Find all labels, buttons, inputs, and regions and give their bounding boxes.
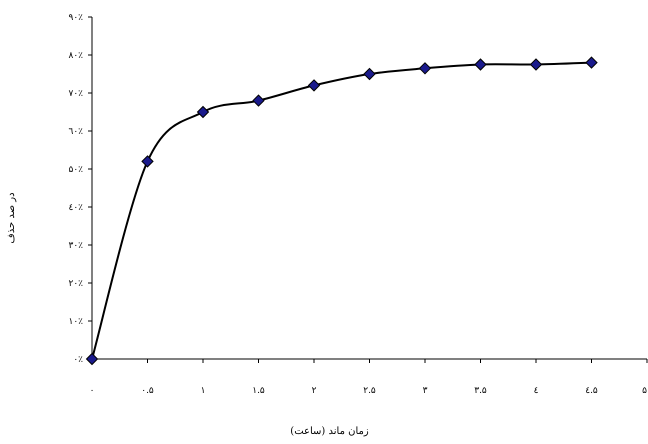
y-tick-label: ۳۰٪ <box>68 241 83 251</box>
data-point <box>85 352 99 366</box>
x-tick-label: ٤.۵ <box>585 386 598 396</box>
x-tick-label: ٤ <box>534 386 539 396</box>
y-tick-label: ۷۰٪ <box>68 89 83 99</box>
data-point <box>252 94 265 107</box>
x-axis-label: زمان ماند (ساعت) <box>290 426 369 437</box>
x-tick-label: ۳.۵ <box>474 386 487 396</box>
data-markers <box>85 56 598 366</box>
y-tick-label: ۱۰٪ <box>68 317 83 327</box>
x-tick-label: ۱ <box>201 386 206 396</box>
x-tick-label: ۳ <box>423 386 428 396</box>
data-point <box>585 56 598 69</box>
x-tick-label: ۰.۵ <box>141 386 154 396</box>
data-point <box>418 62 432 75</box>
x-tick-label: ۲.۵ <box>363 386 376 396</box>
x-tick-label: ۱.۵ <box>252 386 265 396</box>
data-point <box>307 79 321 92</box>
x-tick-label: ۵ <box>642 386 647 396</box>
y-tick-label: ۰٪ <box>73 355 83 365</box>
axes <box>88 16 648 363</box>
y-tick-label: ۲۰٪ <box>68 279 83 289</box>
y-tick-label: ٤۰٪ <box>68 203 83 213</box>
y-tick-label: ٦۰٪ <box>68 127 83 137</box>
x-tick-label: ۲ <box>312 386 317 396</box>
tick-labels: ۰٪ ۱۰٪ ۲۰٪ ۳۰٪ ٤۰٪ ۵۰٪ ٦۰٪ ۷۰٪ ۸۰٪ ۹۰٪ ۰ ۰.۵ ۱ ۱.۵ ۲ ۲.… <box>68 13 647 396</box>
y-tick-label: ۸۰٪ <box>68 51 83 61</box>
y-tick-label: ۵۰٪ <box>68 165 83 175</box>
y-tick-label: ۹۰٪ <box>68 13 83 23</box>
series-line <box>91 61 592 360</box>
x-tick-label: ۰ <box>90 386 95 396</box>
data-point <box>474 58 487 71</box>
data-point <box>141 155 154 168</box>
data-point <box>529 58 543 71</box>
y-axis-label: در صد حذف <box>6 192 17 243</box>
data-point <box>363 67 376 81</box>
data-point <box>196 105 210 119</box>
